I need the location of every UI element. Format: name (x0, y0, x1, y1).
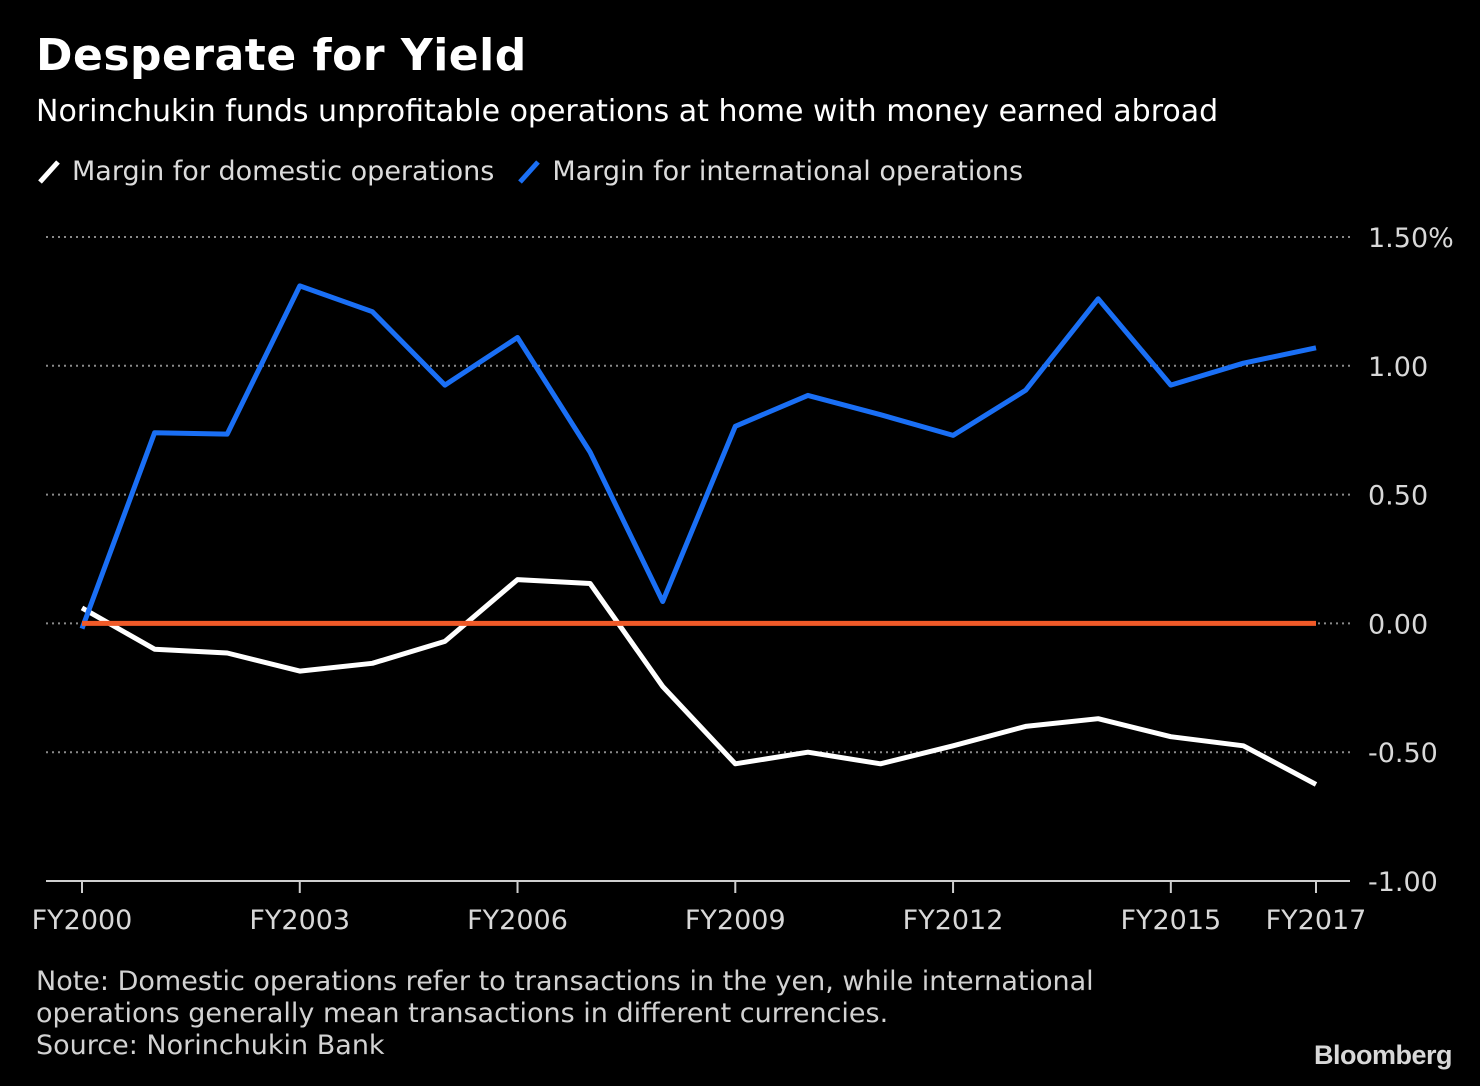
legend-label-domestic: Margin for domestic operations (72, 156, 495, 187)
y-tick-label: 1.50% (1368, 223, 1454, 254)
y-tick-label: -1.00 (1368, 867, 1438, 898)
x-tick-label: FY2003 (249, 905, 350, 936)
chart-subtitle: Norinchukin funds unprofitable operation… (36, 94, 1219, 129)
source-line: Source: Norinchukin Bank (36, 1030, 385, 1061)
x-tick-label: FY2009 (685, 905, 786, 936)
x-tick-label: FY2006 (467, 905, 568, 936)
y-tick-label: 0.50 (1368, 481, 1428, 512)
bloomberg-logo: Bloomberg (1313, 1040, 1453, 1070)
y-tick-label: -0.50 (1368, 738, 1438, 769)
legend-swatch-international (518, 159, 541, 184)
y-tick-label: 0.00 (1368, 609, 1428, 640)
chart-title: Desperate for Yield (36, 30, 527, 81)
x-tick-label: FY2017 (1266, 905, 1367, 936)
legend-item-domestic: Margin for domestic operations (36, 156, 494, 187)
legend-label-international: Margin for international operations (552, 156, 1024, 187)
note-line-1: Note: Domestic operations refer to trans… (36, 966, 1094, 997)
series-line-international (79, 283, 1317, 630)
x-tick-label: FY2015 (1120, 905, 1221, 936)
note-line-2: operations generally mean transactions i… (36, 998, 889, 1029)
x-tick-label: FY2012 (903, 905, 1004, 936)
legend: Margin for domestic operations Margin fo… (36, 156, 1045, 187)
x-tick-label: FY2000 (32, 905, 133, 936)
series-line-domestic (80, 577, 1318, 787)
y-tick-label: 1.00 (1368, 352, 1428, 383)
legend-swatch-domestic (38, 159, 60, 184)
legend-item-international: Margin for international operations (516, 156, 1023, 187)
chart-note: Note: Domestic operations refer to trans… (36, 966, 1094, 1062)
